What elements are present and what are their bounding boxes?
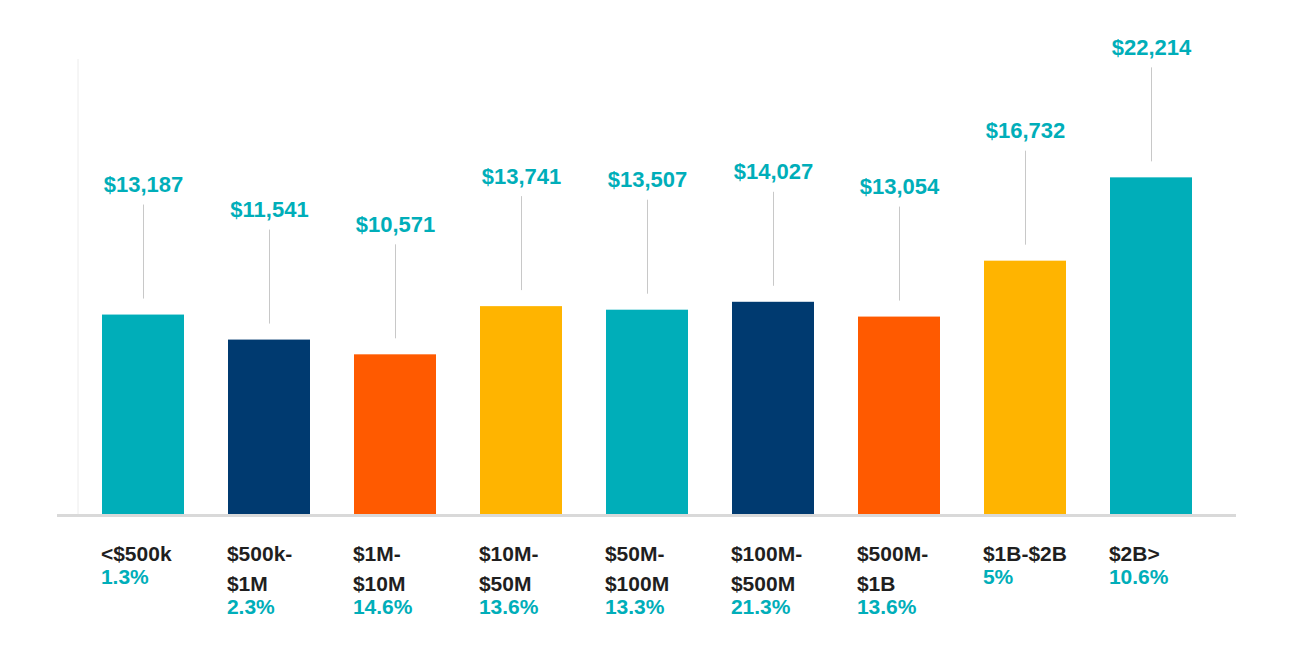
- svg-text:$1B-$2B: $1B-$2B: [983, 542, 1067, 565]
- svg-text:$2B>: $2B>: [1109, 542, 1160, 565]
- svg-text:21.3%: 21.3%: [731, 595, 791, 618]
- svg-text:$11,541: $11,541: [230, 197, 308, 222]
- svg-text:$50M-$100M: $50M-$100M: [605, 542, 669, 595]
- svg-text:2.3%: 2.3%: [227, 595, 275, 618]
- svg-text:1.3%: 1.3%: [101, 565, 149, 588]
- svg-text:$10,571: $10,571: [356, 212, 436, 237]
- svg-text:$22,214: $22,214: [1112, 35, 1192, 60]
- svg-text:10.6%: 10.6%: [1109, 565, 1169, 588]
- svg-text:$13,054: $13,054: [860, 174, 940, 199]
- svg-text:$100M-$500M: $100M-$500M: [731, 542, 802, 595]
- svg-text:13.3%: 13.3%: [605, 595, 665, 618]
- svg-text:$13,507: $13,507: [608, 167, 688, 192]
- svg-text:$13,187: $13,187: [104, 172, 184, 197]
- svg-text:$13,741: $13,741: [482, 164, 562, 189]
- svg-text:13.6%: 13.6%: [479, 595, 539, 618]
- svg-text:13.6%: 13.6%: [857, 595, 917, 618]
- svg-text:<$500k: <$500k: [101, 542, 172, 565]
- svg-text:$14,027: $14,027: [734, 159, 814, 184]
- svg-text:$10M-$50M: $10M-$50M: [479, 542, 539, 595]
- svg-text:14.6%: 14.6%: [353, 595, 413, 618]
- svg-text:$500M-$1B: $500M-$1B: [857, 542, 928, 595]
- svg-text:5%: 5%: [983, 565, 1014, 588]
- svg-text:$1M-$10M: $1M-$10M: [353, 542, 406, 595]
- svg-text:$500k-$1M: $500k-$1M: [227, 542, 292, 595]
- svg-text:$16,732: $16,732: [986, 118, 1066, 143]
